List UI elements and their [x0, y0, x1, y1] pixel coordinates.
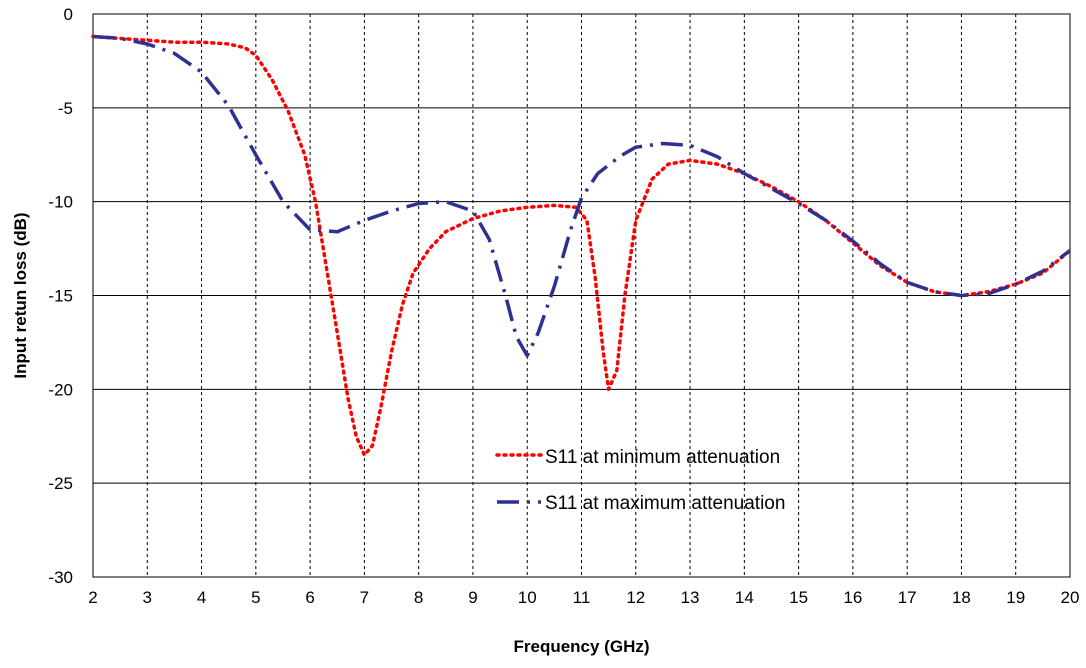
x-tick-label: 18: [952, 588, 971, 607]
x-tick-label: 11: [573, 588, 591, 607]
y-tick-label: -15: [48, 287, 73, 306]
legend-label-min-attenuation: S11 at minimum attenuation: [545, 447, 780, 468]
y-tick-label: -30: [48, 568, 73, 587]
y-tick-label: 0: [64, 5, 73, 24]
x-tick-label: 2: [88, 588, 97, 607]
grid-layer: [93, 14, 1070, 577]
x-tick-label: 4: [197, 588, 206, 607]
x-tick-label: 12: [626, 588, 645, 607]
x-tick-label: 19: [1006, 588, 1025, 607]
y-tick-label: -20: [48, 380, 73, 399]
x-tick-label: 6: [305, 588, 314, 607]
x-tick-label: 10: [518, 588, 537, 607]
series-layer: [91, 34, 1072, 457]
legend-item-min: S11 at minimum attenuation: [495, 447, 780, 468]
x-tick-label: 14: [735, 588, 754, 607]
x-tick-label: 8: [414, 588, 423, 607]
legend: S11 at minimum attenuation S11 at maximu…: [495, 447, 785, 514]
plot-area-frame: [92, 13, 1071, 578]
y-tick-label: -5: [58, 99, 73, 118]
x-tick-label: 16: [843, 588, 862, 607]
y-tick-label: -25: [48, 474, 73, 493]
tick-labels: 2 3 4 5 6 7 8 9 10 11 12 13 14 15 16 17 18 19 20 0 -5 -10 -15 -…: [48, 5, 1079, 607]
legend-label-max-attenuation: S11 at maximum attenuation: [545, 493, 785, 514]
series-line-max-attenuation: [92, 34, 1072, 358]
x-tick-label: 9: [468, 588, 477, 607]
x-tick-label: 7: [360, 588, 369, 607]
y-axis-title: Input retun loss (dB): [11, 212, 30, 378]
x-tick-label: 17: [898, 588, 917, 607]
x-tick-label: 20: [1061, 588, 1080, 607]
x-axis-title: Frequency (GHz): [513, 637, 649, 656]
x-tick-label: 5: [251, 588, 260, 607]
x-tick-label: 13: [681, 588, 700, 607]
x-tick-label: 3: [143, 588, 152, 607]
legend-item-max: S11 at maximum attenuation: [497, 493, 785, 514]
y-tick-label: -10: [48, 193, 73, 212]
x-tick-label: 15: [789, 588, 808, 607]
